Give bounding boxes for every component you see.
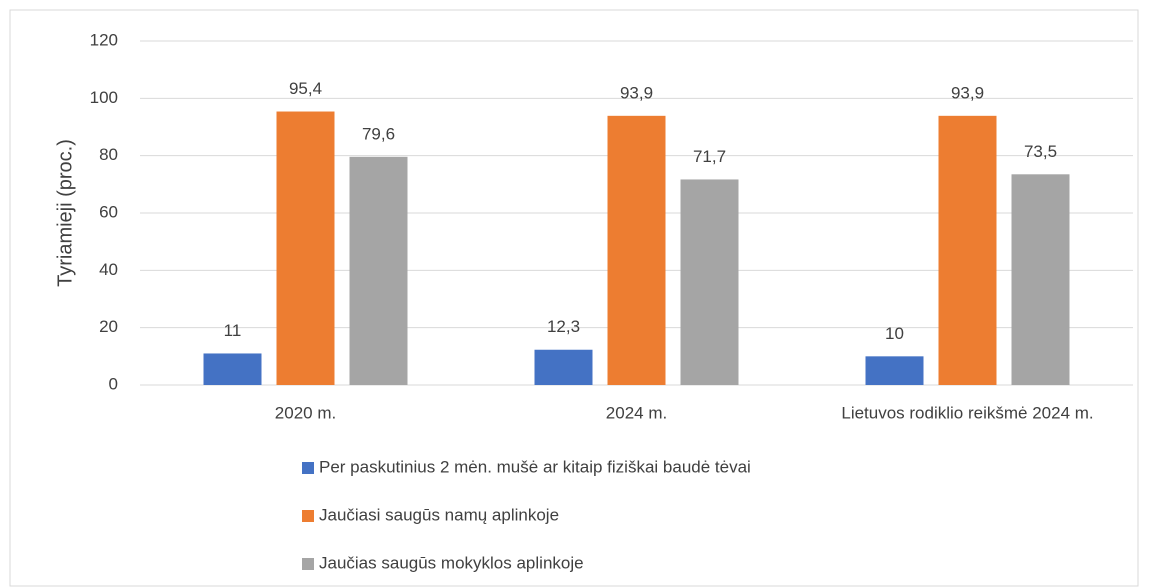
legend-swatch	[302, 510, 314, 522]
data-label: 95,4	[289, 79, 322, 98]
y-tick-label: 0	[109, 374, 118, 393]
x-tick-label: 2020 m.	[275, 403, 336, 422]
y-tick-label: 60	[99, 202, 118, 221]
bar	[349, 156, 408, 385]
bar	[276, 111, 335, 386]
bar	[607, 115, 666, 385]
bar	[1011, 174, 1070, 385]
y-axis-label: Tyriamieji (proc.)	[54, 139, 76, 287]
bar	[680, 179, 739, 385]
bar	[938, 115, 997, 385]
y-tick-label: 20	[99, 317, 118, 336]
legend-label: Per paskutinius 2 mėn. mušė ar kitaip fi…	[319, 457, 751, 476]
x-tick-label: Lietuvos rodiklio reikšmė 2024 m.	[841, 403, 1093, 422]
data-label: 93,9	[951, 83, 984, 102]
y-tick-label: 80	[99, 145, 118, 164]
y-tick-label: 100	[90, 88, 118, 107]
data-label: 10	[885, 324, 904, 343]
data-label: 73,5	[1024, 142, 1057, 161]
legend-swatch	[302, 462, 314, 474]
legend-swatch	[302, 558, 314, 570]
bar	[203, 353, 262, 385]
data-label: 11	[224, 321, 242, 340]
data-label: 12,3	[547, 317, 580, 336]
y-tick-label: 40	[99, 260, 118, 279]
legend-label: Jaučiasi saugūs namų aplinkoje	[319, 505, 559, 524]
data-label: 71,7	[693, 147, 726, 166]
x-tick-label: 2024 m.	[606, 403, 667, 422]
bar	[865, 356, 924, 385]
bar	[534, 349, 593, 385]
data-label: 79,6	[362, 124, 395, 143]
legend-label: Jaučias saugūs mokyklos aplinkoje	[319, 553, 584, 572]
y-tick-label: 120	[90, 30, 118, 49]
data-label: 93,9	[620, 83, 653, 102]
